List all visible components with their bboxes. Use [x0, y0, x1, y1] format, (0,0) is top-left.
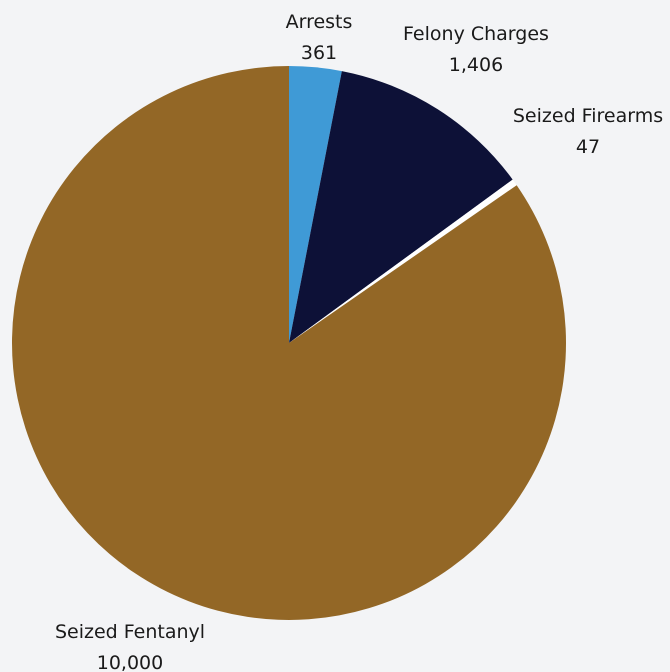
- slice-label-name: Felony Charges: [403, 23, 549, 45]
- slice-label-name: Arrests: [286, 11, 353, 33]
- slice-label-value: 1,406: [449, 54, 503, 76]
- slice-label-value: 10,000: [97, 652, 163, 672]
- slice-label-name: Seized Fentanyl: [55, 621, 205, 643]
- pie-slices: [11, 66, 566, 621]
- pie-slice-seized-firearms: [289, 179, 517, 343]
- slice-label-name: Seized Firearms: [513, 105, 663, 127]
- pie-labels: Arrests 361 Felony Charges 1,406 Seized Fire…: [55, 11, 663, 672]
- pie-slice-arrests: [289, 66, 342, 343]
- pie-slice-seized-fentanyl: [11, 66, 566, 621]
- slice-label-value: 361: [301, 42, 337, 64]
- pie-slice-felony-charges: [289, 71, 513, 344]
- slice-label-value: 47: [576, 136, 600, 158]
